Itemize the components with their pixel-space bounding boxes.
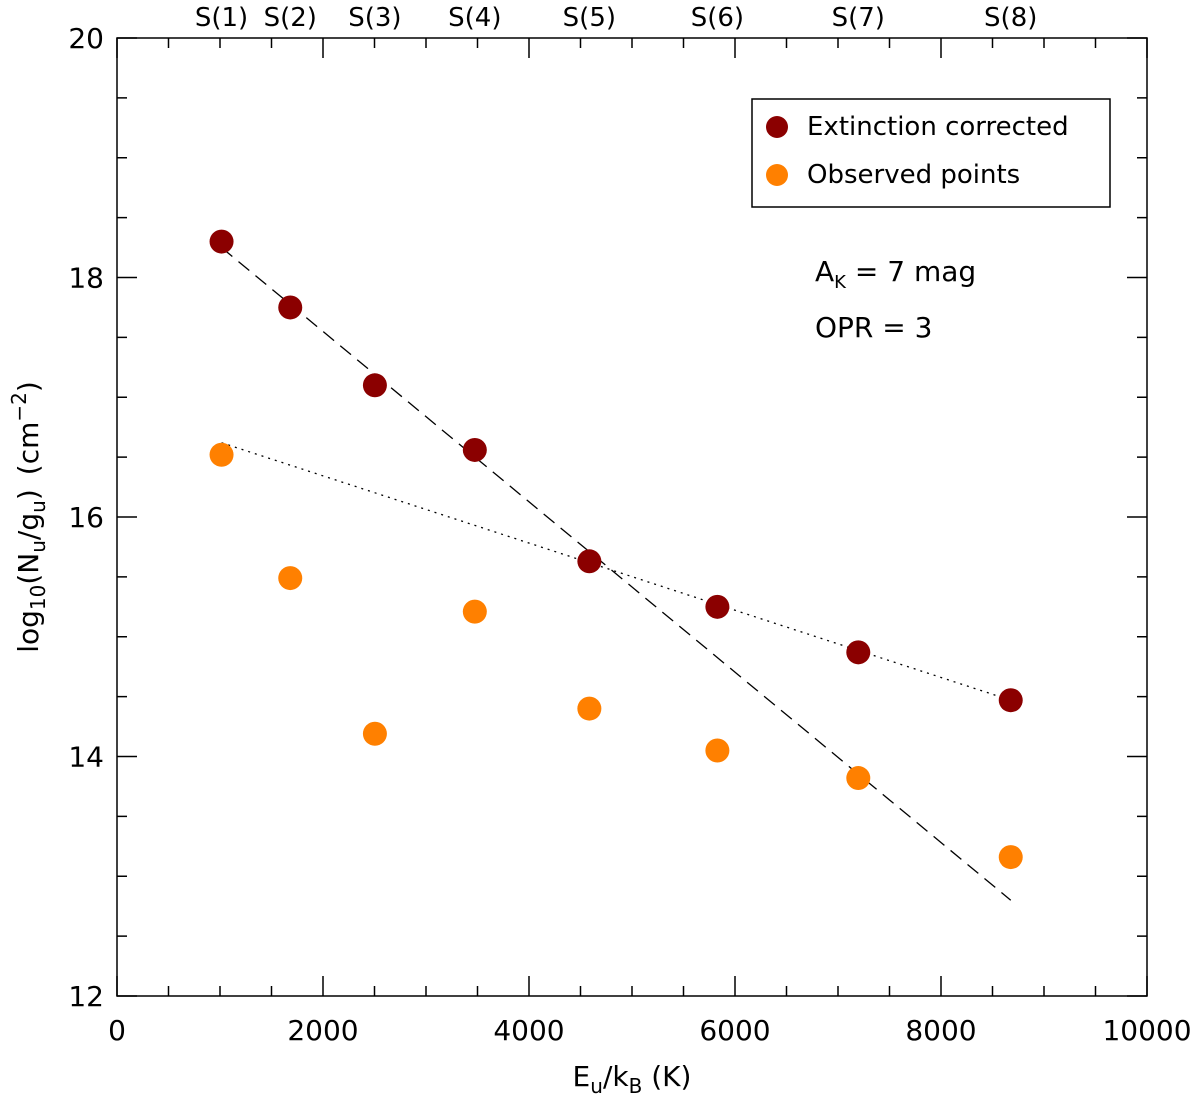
y-tick-labels: 12 14 16 18 20 (68, 22, 104, 1013)
x-tick-label: 2000 (287, 1014, 358, 1047)
extinction-corrected-point (705, 594, 730, 619)
x-tick-label: 6000 (699, 1014, 770, 1047)
legend: Extinction corrected Observed points (751, 98, 1111, 208)
top-label: S(2) (264, 3, 317, 33)
top-label: S(7) (832, 3, 885, 33)
data-points (209, 229, 1023, 870)
top-label: S(5) (563, 3, 616, 33)
extinction-corrected-point (846, 640, 871, 665)
observed-point (462, 599, 487, 624)
y-tick-label: 14 (68, 741, 104, 774)
top-label: S(8) (984, 3, 1037, 33)
legend-marker-observed (766, 164, 788, 186)
observed-point (209, 442, 234, 467)
y-tick-label: 12 (68, 980, 104, 1013)
x-axis-title: Eu/kB (K) (573, 1060, 692, 1098)
x-tick-label: 8000 (905, 1014, 976, 1047)
legend-box (751, 98, 1111, 208)
legend-marker-extinction (766, 116, 788, 138)
y-tick-label: 20 (68, 22, 104, 55)
observed-point (577, 696, 602, 721)
annotation-opr: OPR = 3 (815, 311, 932, 344)
legend-label-observed: Observed points (807, 160, 1020, 190)
observed-point (362, 721, 387, 746)
extinction-corrected-point (577, 549, 602, 574)
annotation-ak: AK = 7 mag (815, 255, 976, 293)
steep-fit-line (221, 247, 1012, 901)
y-tick-label: 16 (68, 501, 104, 534)
fit-lines (221, 247, 1012, 901)
top-transition-labels: S(1) S(2) S(3) S(4) S(5) S(6) S(7) S(8) (195, 3, 1038, 33)
extinction-corrected-point (462, 437, 487, 462)
extinction-corrected-point (209, 229, 234, 254)
top-label: S(3) (348, 3, 401, 33)
axis-ticks (116, 37, 1148, 997)
y-axis-title: log10(Nu/gu)(cm−2) (7, 381, 50, 653)
extinction-corrected-point (278, 295, 303, 320)
top-label: S(1) (195, 3, 248, 33)
observed-point (705, 738, 730, 763)
x-tick-label: 10000 (1102, 1014, 1191, 1047)
observed-point (278, 566, 303, 591)
y-tick-label: 18 (68, 262, 104, 295)
top-label: S(4) (448, 3, 501, 33)
x-tick-label: 4000 (493, 1014, 564, 1047)
observed-point (846, 766, 871, 791)
extinction-corrected-point (998, 688, 1023, 713)
extinction-corrected-point (362, 373, 387, 398)
top-label: S(6) (691, 3, 744, 33)
x-tick-label: 0 (108, 1014, 126, 1047)
legend-label-extinction: Extinction corrected (807, 112, 1069, 142)
observed-point (998, 845, 1023, 870)
x-tick-labels: 0 2000 4000 6000 8000 10000 (108, 1014, 1191, 1047)
